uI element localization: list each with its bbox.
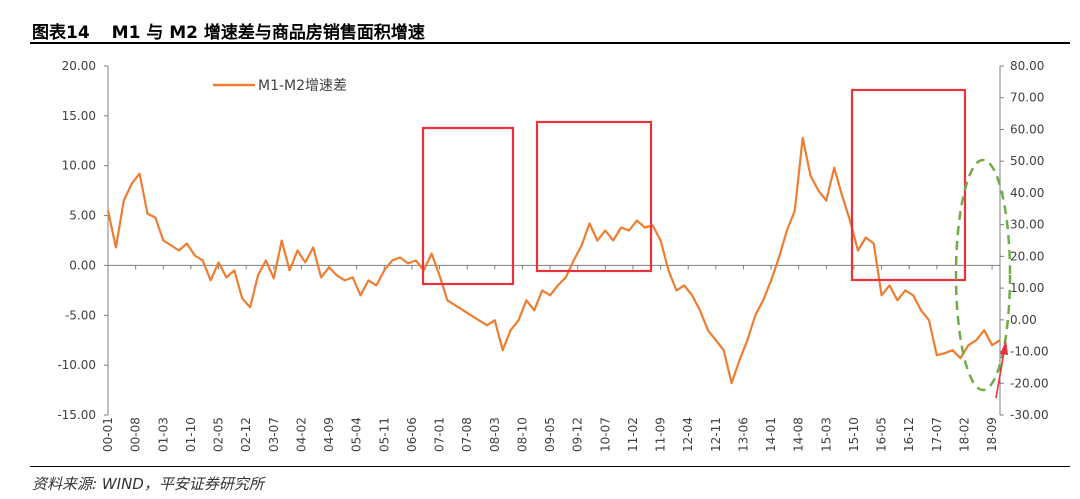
right-tick-label: 0.00	[1010, 313, 1037, 327]
left-tick-label: 5.00	[69, 209, 96, 223]
x-tick-label: 15-10	[847, 417, 861, 452]
x-tick-label: 06-06	[405, 417, 419, 452]
x-tick-label: 07-08	[460, 417, 474, 452]
legend-label: M1-M2增速差	[258, 78, 347, 94]
x-tick-label: 16-12	[902, 417, 916, 452]
x-tick-label: 11-02	[626, 417, 640, 452]
x-tick-label: 18-02	[957, 417, 971, 452]
right-tick-label: 40.00	[1010, 186, 1044, 200]
chart-title: 图表14 M1 与 M2 增速差与商品房销售面积增速	[32, 23, 425, 43]
x-tick-label: 16-05	[875, 417, 889, 452]
left-tick-label: 10.00	[62, 159, 96, 173]
forecast-ellipse	[954, 158, 1012, 392]
left-tick-label: -5.00	[65, 308, 96, 322]
x-tick-label: 05-04	[350, 417, 364, 452]
title-bar: 图表14 M1 与 M2 增速差与商品房销售面积增速	[30, 18, 1070, 44]
x-tick-label: 14-01	[764, 417, 778, 452]
left-tick-label: 0.00	[69, 258, 96, 272]
x-tick-label: 05-11	[377, 417, 391, 452]
right-tick-label: -10.00	[1010, 345, 1049, 359]
x-tick-label: 09-05	[543, 417, 557, 452]
x-tick-label: 15-03	[819, 417, 833, 452]
highlight-box	[421, 126, 515, 286]
x-tick-label: 13-06	[736, 417, 750, 452]
right-tick-label: 50.00	[1010, 154, 1044, 168]
left-tick-label: 15.00	[62, 109, 96, 123]
x-tick-label: 01-10	[184, 417, 198, 452]
source-note: 资料来源: WIND，平安证券研究所	[32, 475, 264, 493]
left-tick-label: -15.00	[57, 408, 96, 422]
x-tick-label: 04-09	[322, 417, 336, 452]
x-tick-label: 08-03	[488, 417, 502, 452]
arrow-shaft	[995, 351, 1005, 399]
x-tick-label: 08-10	[515, 417, 529, 452]
highlight-box	[850, 88, 967, 282]
chart: 20.00 15.00 10.00 5.00 0.00 -5.00 -10.00 -15.00…	[57, 59, 1049, 452]
right-tick-label: 10.00	[1010, 281, 1044, 295]
x-tick-label: 07-01	[433, 417, 447, 452]
left-tick-label: -10.00	[57, 358, 96, 372]
x-tick-label: 02-12	[239, 417, 253, 452]
x-tick-label: 10-07	[598, 417, 612, 452]
right-tick-label: 30.00	[1010, 218, 1044, 232]
x-tick-label: 00-08	[129, 417, 143, 452]
highlight-box	[535, 120, 653, 273]
right-tick-label: -30.00	[1010, 408, 1049, 422]
x-tick-label: 18-09	[985, 417, 999, 452]
x-tick-label: 17-07	[930, 417, 944, 452]
x-tick-label: 14-08	[792, 417, 806, 452]
x-tick-label: 09-12	[571, 417, 585, 452]
left-tick-label: 20.00	[62, 59, 96, 73]
x-tick-label: 12-11	[709, 417, 723, 452]
x-tick-label: 11-09	[654, 417, 668, 452]
x-tick-label: 00-01	[101, 417, 115, 452]
right-tick-label: 20.00	[1010, 249, 1044, 263]
x-tick-label: 12-04	[681, 417, 695, 452]
x-tick-label: 01-03	[156, 417, 170, 452]
x-tick-label: 03-07	[267, 417, 281, 452]
right-tick-label: -20.00	[1010, 376, 1049, 390]
x-tick-label: 04-02	[294, 417, 308, 452]
arrow-head	[1000, 340, 1008, 355]
x-tick-label: 02-05	[212, 417, 226, 452]
series-line-m1-m2	[106, 136, 1001, 385]
right-tick-label: 60.00	[1010, 122, 1044, 136]
right-tick-label: 80.00	[1010, 59, 1044, 73]
right-tick-label: 70.00	[1010, 91, 1044, 105]
source-divider	[30, 466, 1070, 467]
